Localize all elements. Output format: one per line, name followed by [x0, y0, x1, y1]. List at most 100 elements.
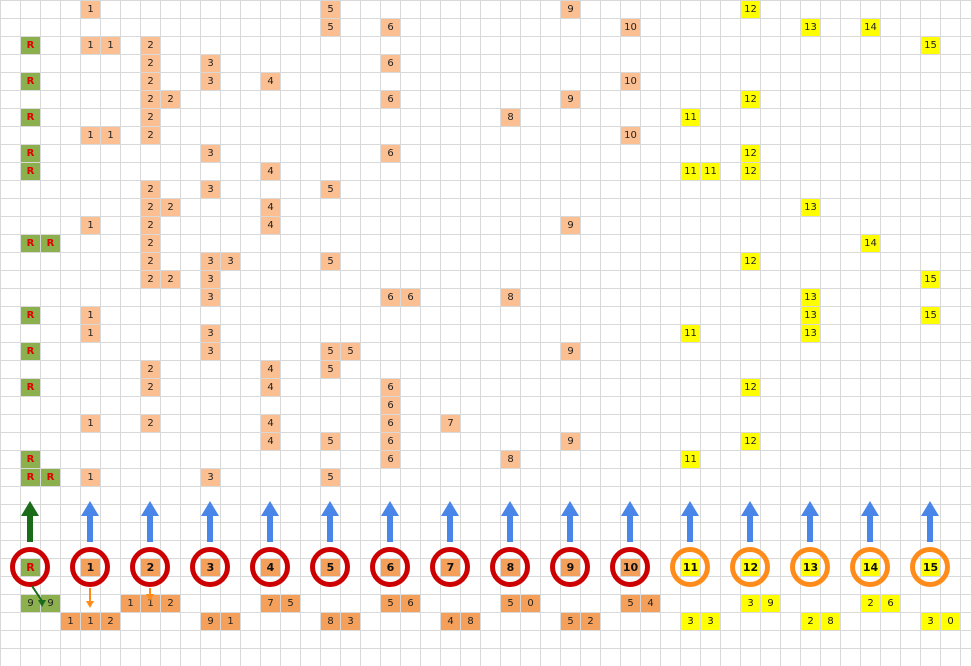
r-cell: R — [21, 451, 40, 468]
number-cell: 3 — [201, 289, 220, 306]
total-digit: 0 — [521, 595, 540, 612]
number-cell: 12 — [741, 253, 760, 270]
r-cell: R — [21, 109, 40, 126]
number-cell: 2 — [141, 361, 160, 378]
number-cell: 2 — [141, 253, 160, 270]
number-cell: 2 — [161, 91, 180, 108]
r-cell: R — [21, 37, 40, 54]
number-cell: 2 — [141, 379, 160, 396]
number-cell: 11 — [681, 109, 700, 126]
blue-up-arrow — [381, 501, 399, 542]
number-cell: 4 — [261, 199, 280, 216]
number-cell: 11 — [681, 451, 700, 468]
marker-circle-12 — [730, 547, 770, 587]
number-cell: 13 — [801, 289, 820, 306]
number-cell: 14 — [861, 19, 880, 36]
total-digit: 0 — [941, 613, 960, 630]
marker-circle-13 — [790, 547, 830, 587]
total-digit: 3 — [681, 613, 700, 630]
blue-up-arrow — [561, 501, 579, 542]
number-cell: 6 — [381, 19, 400, 36]
number-cell: 3 — [201, 271, 220, 288]
blue-up-arrow — [441, 501, 459, 542]
number-cell: 5 — [321, 1, 340, 18]
r-cell: R — [21, 235, 40, 252]
total-digit: 8 — [321, 613, 340, 630]
number-cell: 1 — [81, 325, 100, 342]
number-cell: 9 — [561, 91, 580, 108]
total-digit: 4 — [441, 613, 460, 630]
r-cell: R — [21, 379, 40, 396]
number-cell: 3 — [201, 73, 220, 90]
number-cell: 2 — [141, 55, 160, 72]
number-cell: 6 — [381, 91, 400, 108]
marker-circle-9 — [550, 547, 590, 587]
number-cell: 9 — [561, 433, 580, 450]
number-cell: 4 — [261, 379, 280, 396]
number-cell: 1 — [81, 307, 100, 324]
marker-circle-3 — [190, 547, 230, 587]
total-digit: 1 — [141, 595, 160, 612]
r-cell: R — [41, 235, 60, 252]
number-cell: 13 — [801, 307, 820, 324]
number-cell: 3 — [201, 325, 220, 342]
number-cell: 1 — [81, 469, 100, 486]
number-cell: 6 — [381, 289, 400, 306]
blue-up-arrow — [261, 501, 279, 542]
number-cell: 5 — [321, 181, 340, 198]
marker-circle-6 — [370, 547, 410, 587]
total-digit: 5 — [281, 595, 300, 612]
number-cell: 1 — [101, 127, 120, 144]
total-digit: 5 — [621, 595, 640, 612]
r-cell: R — [21, 469, 40, 486]
number-cell: 2 — [141, 271, 160, 288]
number-cell: 4 — [261, 73, 280, 90]
number-cell: 4 — [261, 361, 280, 378]
number-cell: 5 — [321, 253, 340, 270]
blue-up-arrow — [621, 501, 639, 542]
total-digit: 8 — [821, 613, 840, 630]
number-cell: 3 — [201, 181, 220, 198]
green-up-arrow — [21, 501, 39, 542]
number-cell: 7 — [441, 415, 460, 432]
number-cell: 3 — [201, 469, 220, 486]
total-digit: 6 — [401, 595, 420, 612]
number-cell: 6 — [381, 55, 400, 72]
number-cell: 2 — [161, 199, 180, 216]
marker-circle-7 — [430, 547, 470, 587]
number-cell: 9 — [561, 217, 580, 234]
number-cell: 6 — [381, 379, 400, 396]
total-digit: 1 — [61, 613, 80, 630]
total-digit: 9 — [21, 595, 40, 612]
number-cell: 2 — [141, 109, 160, 126]
blue-up-arrow — [501, 501, 519, 542]
number-cell: 5 — [321, 433, 340, 450]
blue-up-arrow — [81, 501, 99, 542]
total-digit: 2 — [861, 595, 880, 612]
number-cell: 5 — [321, 361, 340, 378]
number-cell: 2 — [161, 271, 180, 288]
total-digit: 5 — [501, 595, 520, 612]
number-cell: 12 — [741, 163, 760, 180]
number-cell: 15 — [921, 307, 940, 324]
number-cell: 9 — [561, 343, 580, 360]
number-cell: 2 — [141, 217, 160, 234]
r-cell: R — [41, 469, 60, 486]
number-cell: 15 — [921, 271, 940, 288]
marker-circle-14 — [850, 547, 890, 587]
number-cell: 13 — [801, 325, 820, 342]
number-cell: 4 — [261, 163, 280, 180]
number-cell: 12 — [741, 145, 760, 162]
blue-up-arrow — [801, 501, 819, 542]
number-cell: 12 — [741, 433, 760, 450]
number-cell: 1 — [81, 127, 100, 144]
number-cell: 1 — [101, 37, 120, 54]
blue-up-arrow — [141, 501, 159, 542]
total-digit: 2 — [801, 613, 820, 630]
total-digit: 9 — [761, 595, 780, 612]
number-cell: 9 — [561, 1, 580, 18]
green-down-arrow — [31, 585, 46, 607]
number-cell: 8 — [501, 289, 520, 306]
